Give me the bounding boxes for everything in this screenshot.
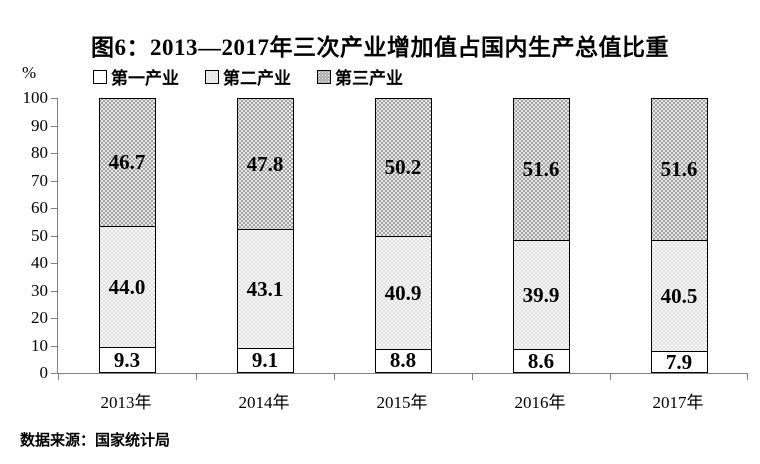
bar-segment-第二产业: 44.0 [98,226,156,348]
y-tick-label: 60 [31,198,48,217]
bar-value-label: 47.8 [246,151,284,176]
bar-value-label: 46.7 [108,150,146,175]
legend-item-tertiary: 第三产业 [317,64,403,89]
bar-segment-第三产业: 47.8 [236,98,294,230]
bar-segment-第二产业: 40.9 [374,236,432,349]
y-tick-label: 30 [31,280,48,300]
x-tick-mark [747,374,748,380]
bar-value-label: 51.6 [522,156,560,181]
x-tick-mark [334,374,335,380]
legend-swatch-tertiary-icon [317,69,331,84]
bar-segment-第一产业: 9.3 [98,347,156,373]
bar-2016年: 8.6 39.9 51.6 [512,97,570,373]
bar-value-label: 40.5 [660,283,698,308]
bar-segment-第三产业: 46.7 [98,98,156,227]
plot-area: 9.3 44.0 46.7 9.1 43.1 47.8 8.8 40.9 50.2 8.6 39.9… [51,97,748,380]
bar-value-label: 44.0 [108,274,146,299]
bar-value-label: 9.1 [251,348,279,372]
bar-segment-第三产业: 51.6 [650,98,708,240]
bar-value-label: 50.2 [384,155,422,180]
y-tick-label: 10 [31,335,48,355]
source-note: 数据来源：国家统计局 [20,432,171,449]
y-tick-mark [51,290,57,292]
x-category-label: 2016年 [514,393,566,412]
chart-title: 图6：2013—2017年三次产业增加值占国内生产总值比重 [91,35,669,60]
y-tick-mark [51,98,57,99]
y-tick-mark [51,208,57,209]
bar-2015年: 8.8 40.9 50.2 [374,98,432,373]
legend-swatch-secondary-icon [205,69,219,84]
bar-segment-第二产业: 40.5 [650,239,708,352]
bar-2017年: 7.9 40.5 51.6 [650,98,708,374]
bar-segment-第一产业: 8.8 [374,348,432,373]
legend-label-secondary: 第二产业 [223,69,291,88]
bar-value-label: 8.8 [389,348,417,373]
bar-value-label: 8.6 [527,348,555,373]
x-tick-mark [58,374,59,380]
legend-swatch-primary-icon [93,69,107,84]
x-category-label: 2014年 [238,393,290,412]
bar-value-label: 51.6 [660,156,698,181]
y-tick-mark [51,318,57,319]
bar-value-label: 7.9 [665,349,693,374]
y-tick-mark [51,153,57,154]
legend-label-tertiary: 第三产业 [335,69,403,88]
y-tick-label: 50 [31,225,48,245]
y-tick-mark [51,345,57,347]
x-tick-mark [196,374,197,380]
bar-segment-第一产业: 8.6 [512,348,570,373]
y-tick-mark [51,373,57,374]
bar-value-label: 40.9 [384,280,422,305]
x-tick-mark [610,374,611,380]
bar-segment-第一产业: 7.9 [650,349,708,374]
bar-segment-第一产业: 9.1 [236,347,294,373]
bar-value-label: 39.9 [522,282,560,307]
y-tick-mark [51,125,57,127]
y-tick-label: 20 [31,308,48,327]
bar-segment-第三产业: 50.2 [374,98,432,237]
x-tick-mark [472,374,473,380]
y-tick-label: 100 [22,88,49,107]
x-category-label: 2017年 [652,393,704,412]
x-category-label: 2015年 [376,393,428,412]
bar-segment-第三产业: 51.6 [512,97,570,240]
y-tick-mark [51,235,57,237]
y-axis-unit-label: % [22,63,37,82]
y-tick-label: 80 [31,143,48,162]
y-tick-label: 0 [39,363,49,382]
y-tick-label: 70 [31,170,48,190]
y-tick-label: 90 [31,115,48,135]
y-tick-mark [51,180,57,182]
bar-segment-第二产业: 39.9 [512,239,570,350]
bar-2013年: 9.3 44.0 46.7 [98,98,156,373]
bar-segment-第二产业: 43.1 [236,229,294,348]
legend-item-secondary: 第二产业 [205,64,291,89]
legend-label-primary: 第一产业 [111,69,179,88]
bar-2014年: 9.1 43.1 47.8 [236,98,294,373]
y-tick-label: 40 [31,253,48,272]
x-category-label: 2013年 [100,393,152,412]
bar-value-label: 9.3 [113,347,141,372]
y-tick-mark [51,263,57,264]
legend-item-primary: 第一产业 [93,64,179,89]
bar-value-label: 43.1 [246,276,284,301]
legend: 第一产业 第二产业 第三产业 [93,64,429,89]
